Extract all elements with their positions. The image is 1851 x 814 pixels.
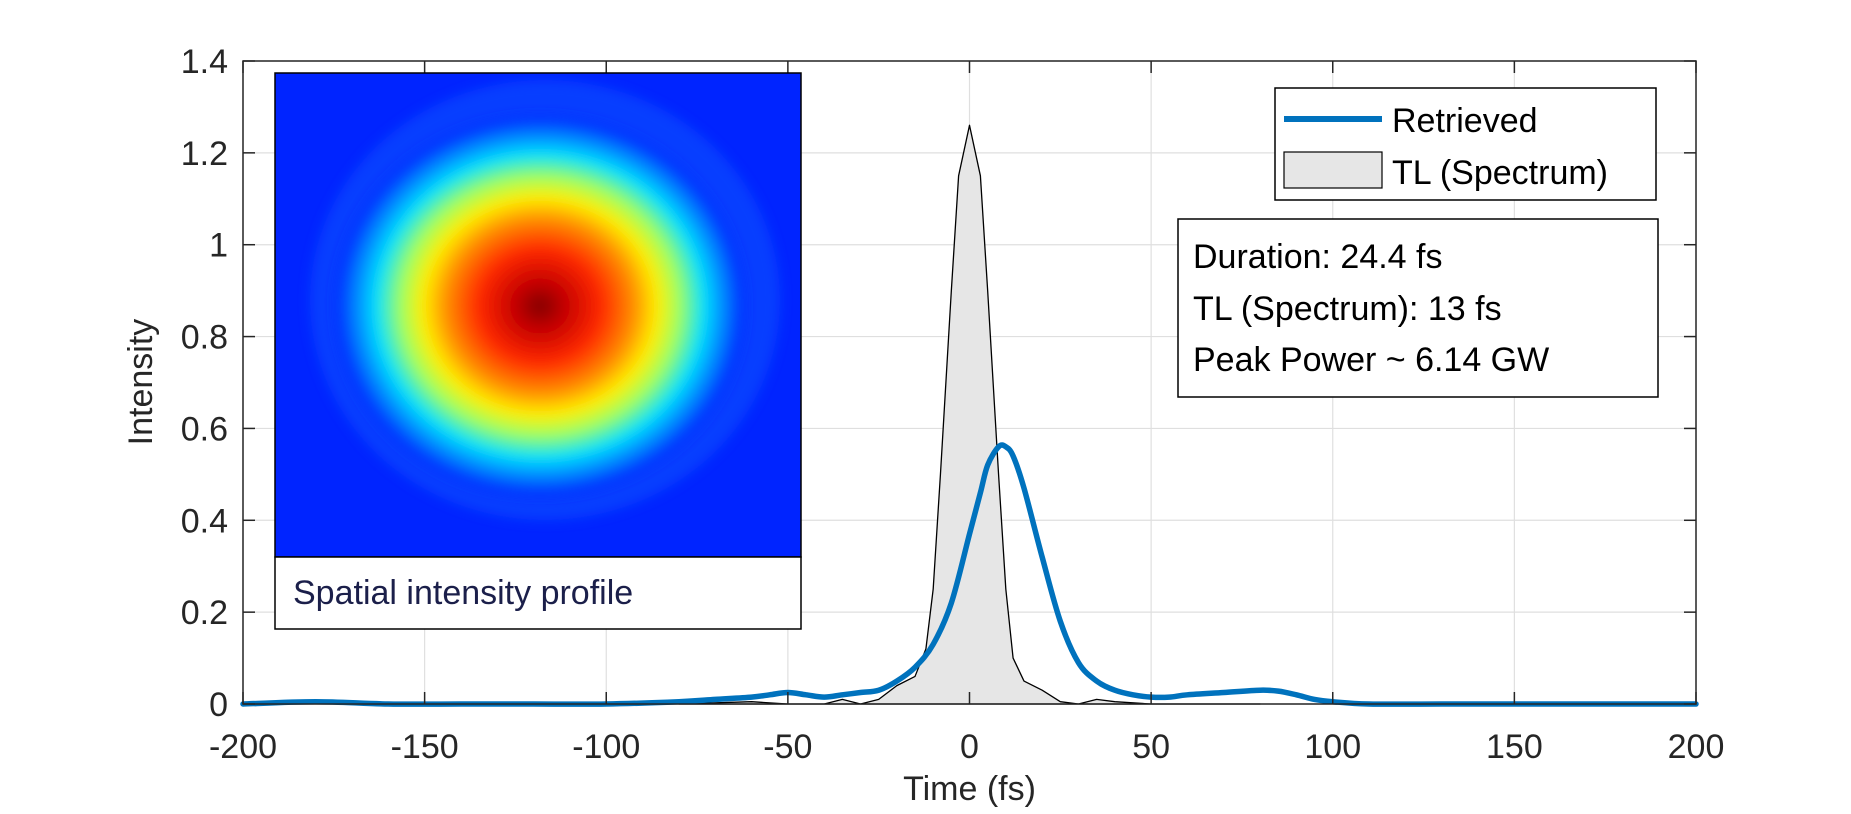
x-tick-label: -200 [209,728,277,766]
x-axis-label: Time (fs) [903,770,1036,808]
x-tick-label: 50 [1132,728,1170,766]
beam-spot [335,116,745,496]
y-tick-label: 0.2 [181,594,228,632]
annotation-peak-power: Peak Power ~ 6.14 GW [1193,341,1549,379]
series-layer [240,124,1699,707]
annotation-box: Duration: 24.4 fs TL (Spectrum): 13 fs P… [1177,218,1659,398]
inset-caption-box [274,556,802,630]
legend-tl-label: TL (Spectrum) [1392,154,1608,192]
x-tick-label: -150 [391,728,459,766]
series-tl-spectrum-area [678,124,1261,705]
x-tick-label: 0 [960,728,979,766]
y-axis-label: Intensity [122,319,160,446]
annotation-tl: TL (Spectrum): 13 fs [1193,290,1502,328]
y-tick-label: 0.6 [181,410,228,448]
y-tick-label: 0.4 [181,502,228,540]
legend-retrieved-label: Retrieved [1392,102,1538,140]
legend: Retrieved TL (Spectrum) [1274,87,1657,201]
x-tick-label: 100 [1304,728,1361,766]
y-tick-label: 1.4 [181,43,228,81]
y-tick-label: 0.8 [181,319,228,357]
y-tick-label: 1 [209,227,228,265]
y-tick-label: 0 [209,686,228,724]
inset-caption: Spatial intensity profile [293,574,633,612]
x-tick-label: -100 [572,728,640,766]
x-tick-label: 200 [1668,728,1725,766]
annotation-duration: Duration: 24.4 fs [1193,238,1442,276]
annotation-frame [1177,218,1659,398]
series-retrieved-line [240,442,1699,707]
legend-tl-swatch [1283,151,1383,189]
x-tick-label: 150 [1486,728,1543,766]
y-tick-label: 1.2 [181,135,228,173]
x-tick-label: -50 [763,728,812,766]
ticks: -200 -150 -100 -50 0 50 100 150 200 0 0.2 0.4 0.6 0.8… [181,43,1725,766]
inset-panel: Spatial intensity profile [274,72,802,630]
